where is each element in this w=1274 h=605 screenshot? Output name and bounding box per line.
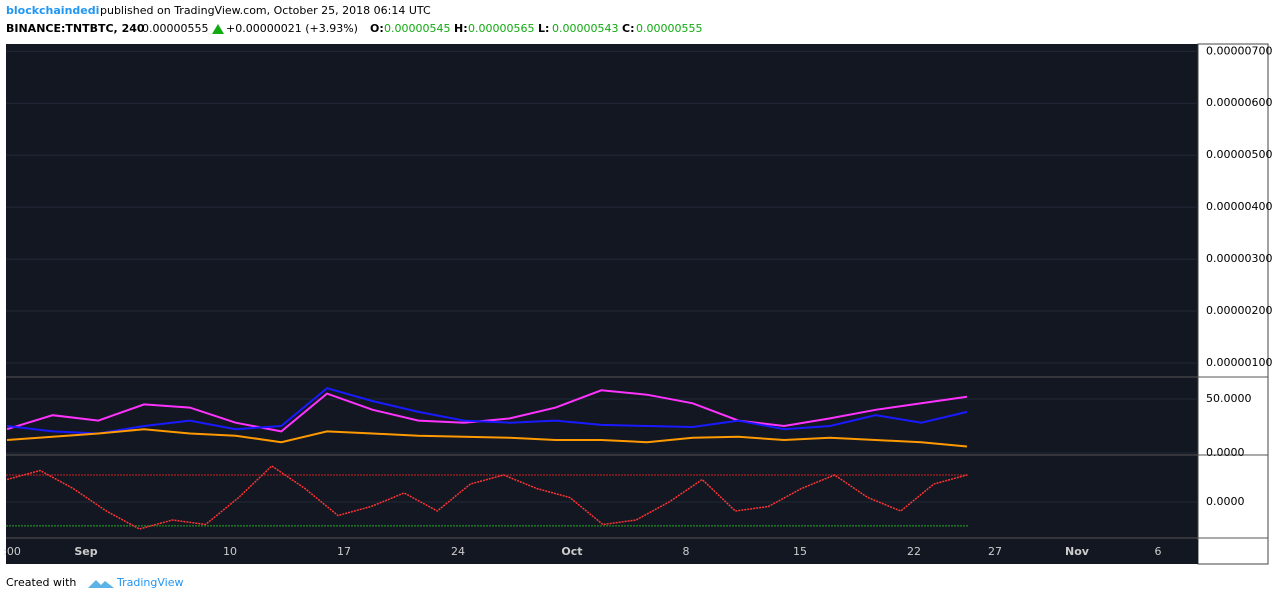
published: published on TradingView.com, October 25… [100, 4, 431, 17]
ohlc-key: L: [538, 22, 549, 35]
x-tick-label: 8 [683, 545, 690, 558]
chart-bg [6, 44, 1198, 540]
series-line [6, 428, 968, 448]
y-tick-label: 0.00000700 [1206, 44, 1272, 57]
ohlc-key: H: [454, 22, 468, 35]
ohlc-value: 0.00000555 [636, 22, 702, 35]
ohlc-value: 0.00000565 [468, 22, 534, 35]
change: +0.00000021 (+3.93%) [226, 22, 358, 35]
x-tick-label: Nov [1065, 545, 1090, 558]
price-axis [1197, 43, 1269, 565]
x-tick-label: 17 [337, 545, 351, 558]
ohlc: O: 0.00000545 H: 0.00000565 L: 0.00000543 C: 0.… [370, 22, 702, 35]
ohlc-key: O: [370, 22, 384, 35]
x-tick-label: 24 [451, 545, 465, 558]
y-tick-label: 0.0000 [1206, 495, 1245, 508]
time-axis [6, 540, 1198, 564]
y-tick-label: 0.00000300 [1206, 252, 1272, 265]
x-tick-label: 10 [223, 545, 237, 558]
ohlc-value: 0.00000545 [384, 22, 450, 35]
x-tick-label: 6 [1155, 545, 1162, 558]
plot: 0.00000100 0.00000200 0.00000300 0.00000400… [3, 44, 1272, 558]
y-tick-label: 0.00000500 [1206, 148, 1272, 161]
x-tick-label: 22 [907, 545, 921, 558]
up-arrow [212, 24, 224, 34]
x-tick-label: 15 [793, 545, 807, 558]
created: Created with [6, 576, 76, 589]
ohlc-value: 0.00000543 [552, 22, 618, 35]
brand: TradingView [116, 576, 183, 589]
y-tick-label: 50.0000 [1206, 392, 1252, 405]
author: blockchaindedi [6, 4, 99, 17]
y-tick-label: 0.00000100 [1206, 356, 1272, 369]
series-line [6, 465, 968, 530]
x-tick-label: 27 [988, 545, 1002, 558]
y-tick-label: 0.0000 [1206, 446, 1245, 459]
y-tick-label: 0.00000400 [1206, 200, 1272, 213]
series-line [6, 389, 968, 433]
last: 0.00000555 [142, 22, 208, 35]
series-line [6, 387, 968, 435]
x-tick-label: Sep [74, 545, 97, 558]
symbol: BINANCE:TNTBTC, 240 [6, 22, 145, 35]
logo [88, 580, 114, 588]
x-tick-label: Oct [561, 545, 582, 558]
y-tick-label: 0.00000200 [1206, 304, 1272, 317]
y-tick-label: 0.00000600 [1206, 96, 1272, 109]
ohlc-key: C: [622, 22, 634, 35]
x-tick-label: :00 [3, 545, 21, 558]
